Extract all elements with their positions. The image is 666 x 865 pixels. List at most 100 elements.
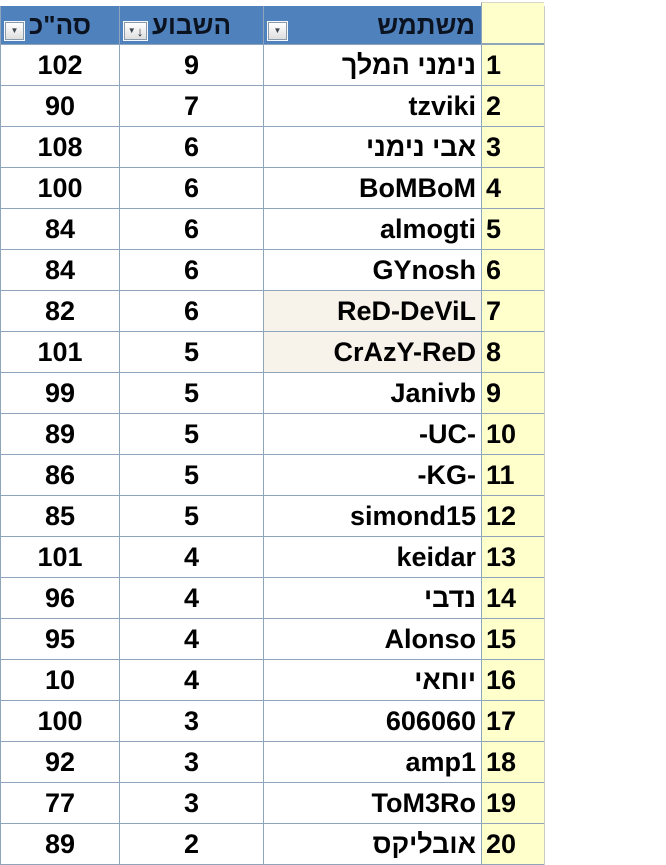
week-score: 2 — [183, 828, 200, 859]
user-cell[interactable]: -KG- — [263, 455, 481, 495]
row-number: 7 — [486, 295, 502, 326]
week-score-cell[interactable]: 3 — [119, 783, 263, 823]
row-number: 6 — [486, 254, 502, 285]
total-score-cell[interactable]: 82 — [1, 291, 119, 331]
row-number-cell[interactable]: 15 — [481, 619, 544, 659]
week-score-cell[interactable]: 5 — [119, 373, 263, 413]
row-number-cell[interactable]: 5 — [481, 209, 544, 249]
week-score-cell[interactable]: 6 — [119, 168, 263, 208]
week-score: 5 — [183, 336, 200, 367]
total-score-cell[interactable]: 10 — [1, 660, 119, 700]
total-score: 84 — [44, 254, 76, 285]
week-score-cell[interactable]: 9 — [119, 45, 263, 85]
row-number-cell[interactable]: 1 — [481, 45, 544, 85]
user-cell[interactable]: Janivb — [263, 373, 481, 413]
column-header-total[interactable]: סה"כ ▼ — [1, 6, 119, 44]
row-number-cell[interactable]: 17 — [481, 701, 544, 741]
total-score-cell[interactable]: 99 — [1, 373, 119, 413]
row-number-cell[interactable]: 11 — [481, 455, 544, 495]
row-number-cell[interactable]: 4 — [481, 168, 544, 208]
week-score-cell[interactable]: 6 — [119, 250, 263, 290]
total-score-cell[interactable]: 95 — [1, 619, 119, 659]
corner-cell[interactable] — [481, 2, 544, 44]
week-score-cell[interactable]: 4 — [119, 619, 263, 659]
user-cell[interactable]: Alonso — [263, 619, 481, 659]
user-cell[interactable]: אובליקס — [263, 824, 481, 864]
row-number-cell[interactable]: 9 — [481, 373, 544, 413]
user-cell[interactable]: נימני המלך — [263, 45, 481, 85]
column-header-week[interactable]: השבוע ▼ ↓ — [119, 6, 263, 44]
week-score-cell[interactable]: 3 — [119, 742, 263, 782]
total-score-cell[interactable]: 92 — [1, 742, 119, 782]
total-score-cell[interactable]: 101 — [1, 537, 119, 577]
user-cell[interactable]: BoMBoM — [263, 168, 481, 208]
week-score-cell[interactable]: 5 — [119, 496, 263, 536]
week-score-cell[interactable]: 6 — [119, 209, 263, 249]
total-score-cell[interactable]: 108 — [1, 127, 119, 167]
row-number-cell[interactable]: 14 — [481, 578, 544, 618]
row-number-cell[interactable]: 7 — [481, 291, 544, 331]
row-number-cell[interactable]: 2 — [481, 86, 544, 126]
user-cell[interactable]: amp1 — [263, 742, 481, 782]
user-cell[interactable]: -UC- — [263, 414, 481, 454]
row-number-cell[interactable]: 12 — [481, 496, 544, 536]
week-score-cell[interactable]: 3 — [119, 701, 263, 741]
total-score-cell[interactable]: 85 — [1, 496, 119, 536]
row-number-cell[interactable]: 8 — [481, 332, 544, 372]
user-cell[interactable]: ToM3Ro — [263, 783, 481, 823]
week-score-cell[interactable]: 4 — [119, 537, 263, 577]
total-score-cell[interactable]: 84 — [1, 250, 119, 290]
user-cell[interactable]: 606060 — [263, 701, 481, 741]
total-score-cell[interactable]: 100 — [1, 168, 119, 208]
total-score-cell[interactable]: 77 — [1, 783, 119, 823]
filter-dropdown-icon: ▼ — [10, 26, 19, 35]
total-score-cell[interactable]: 102 — [1, 45, 119, 85]
total-score-cell[interactable]: 84 — [1, 209, 119, 249]
week-score-cell[interactable]: 5 — [119, 414, 263, 454]
row-number-cell[interactable]: 16 — [481, 660, 544, 700]
total-score-cell[interactable]: 89 — [1, 414, 119, 454]
row-number-cell[interactable]: 18 — [481, 742, 544, 782]
total-score-cell[interactable]: 96 — [1, 578, 119, 618]
user-cell[interactable]: אבי נימני — [263, 127, 481, 167]
week-score-cell[interactable]: 5 — [119, 455, 263, 495]
week-score-cell[interactable]: 4 — [119, 578, 263, 618]
user-cell[interactable]: simond15 — [263, 496, 481, 536]
total-score-cell[interactable]: 100 — [1, 701, 119, 741]
week-score-cell[interactable]: 6 — [119, 127, 263, 167]
total-score-cell[interactable]: 86 — [1, 455, 119, 495]
row-number-cell[interactable]: 10 — [481, 414, 544, 454]
total-score-cell[interactable]: 90 — [1, 86, 119, 126]
total-score: 82 — [44, 295, 76, 326]
table-row: 12 simond15 5 85 — [1, 496, 544, 537]
user-cell[interactable]: ReD-DeViL — [263, 291, 481, 331]
row-number: 20 — [486, 828, 517, 859]
row-number-cell[interactable]: 13 — [481, 537, 544, 577]
week-score-cell[interactable]: 7 — [119, 86, 263, 126]
filter-button-user[interactable]: ▼ — [268, 22, 287, 40]
filter-button-week[interactable]: ▼ ↓ — [124, 22, 147, 40]
week-score-cell[interactable]: 5 — [119, 332, 263, 372]
user-cell[interactable]: GYnosh — [263, 250, 481, 290]
total-score-cell[interactable]: 89 — [1, 824, 119, 864]
table-row: 10 -UC- 5 89 — [1, 414, 544, 455]
row-number: 5 — [486, 213, 502, 244]
user-cell[interactable]: almogti — [263, 209, 481, 249]
user-cell[interactable]: נדבי — [263, 578, 481, 618]
user-cell[interactable]: CrAzY-ReD — [263, 332, 481, 372]
user-name: נדבי — [424, 582, 476, 613]
row-number-cell[interactable]: 6 — [481, 250, 544, 290]
user-cell[interactable]: keidar — [263, 537, 481, 577]
week-score-cell[interactable]: 6 — [119, 291, 263, 331]
row-number-cell[interactable]: 3 — [481, 127, 544, 167]
row-number-cell[interactable]: 20 — [481, 824, 544, 864]
week-score-cell[interactable]: 4 — [119, 660, 263, 700]
filter-button-total[interactable]: ▼ — [5, 22, 24, 40]
total-score-cell[interactable]: 101 — [1, 332, 119, 372]
week-score-cell[interactable]: 2 — [119, 824, 263, 864]
column-header-user[interactable]: משתמש ▼ — [263, 6, 481, 44]
row-number-cell[interactable]: 19 — [481, 783, 544, 823]
table-row: 15 Alonso 4 95 — [1, 619, 544, 660]
user-cell[interactable]: יוחאי — [263, 660, 481, 700]
user-cell[interactable]: tzviki — [263, 86, 481, 126]
